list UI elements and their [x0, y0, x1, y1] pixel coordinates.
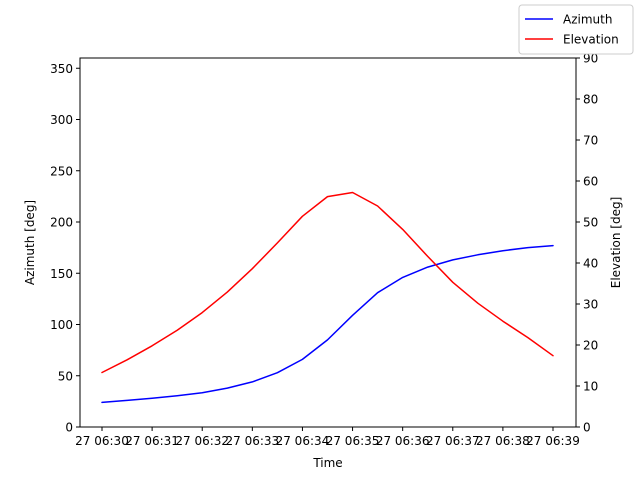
legend-label-elevation: Elevation	[563, 33, 619, 47]
left-y-tick-label: 250	[50, 164, 73, 178]
left-y-tick-label: 350	[50, 62, 73, 76]
x-tick-label: 27 06:34	[276, 434, 330, 448]
series-line-azimuth	[101, 244, 554, 404]
legend-box	[518, 4, 634, 55]
x-tick-label: 27 06:35	[326, 434, 380, 448]
right-y-tick-label: 10	[583, 380, 598, 394]
right-y-axis-label: Elevation [deg]	[609, 197, 623, 289]
x-tick-label: 27 06:31	[125, 434, 179, 448]
left-y-tick-label: 50	[58, 369, 73, 383]
right-y-tick-label: 70	[583, 134, 598, 148]
right-y-tick-label: 80	[583, 93, 598, 107]
right-y-tick-label: 50	[583, 216, 598, 230]
legend-label-azimuth: Azimuth	[563, 13, 612, 27]
left-y-tick-label: 200	[50, 216, 73, 230]
x-tick-label: 27 06:33	[225, 434, 279, 448]
x-tick-label: 27 06:39	[526, 434, 580, 448]
x-axis-label: Time	[312, 456, 342, 470]
left-y-tick-label: 0	[65, 421, 73, 435]
right-y-tick-label: 60	[583, 175, 598, 189]
left-y-tick-label: 100	[50, 318, 73, 332]
right-y-tick-label: 90	[583, 52, 598, 66]
x-tick-label: 27 06:32	[175, 434, 229, 448]
right-y-tick-label: 30	[583, 298, 598, 312]
x-tick-label: 27 06:38	[476, 434, 530, 448]
left-y-axis-label: Azimuth [deg]	[23, 200, 37, 285]
legend: Azimuth Elevation	[518, 4, 634, 55]
right-y-tick-label: 0	[583, 421, 591, 435]
left-y-tick-label: 300	[50, 113, 73, 127]
x-tick-label: 27 06:37	[426, 434, 480, 448]
x-tick-label: 27 06:36	[376, 434, 430, 448]
right-y-ticks: 0 10 20 30 40 50 60 70 80 90	[576, 52, 598, 435]
right-y-tick-label: 40	[583, 257, 598, 271]
left-y-tick-label: 150	[50, 267, 73, 281]
series-line-elevation	[101, 191, 554, 374]
plot-area	[79, 57, 577, 428]
right-y-tick-label: 20	[583, 339, 598, 353]
x-tick-label: 27 06:30	[75, 434, 129, 448]
series-lines	[101, 191, 554, 404]
left-y-ticks: 0 50 100 150 200 250 300 350	[50, 62, 80, 435]
